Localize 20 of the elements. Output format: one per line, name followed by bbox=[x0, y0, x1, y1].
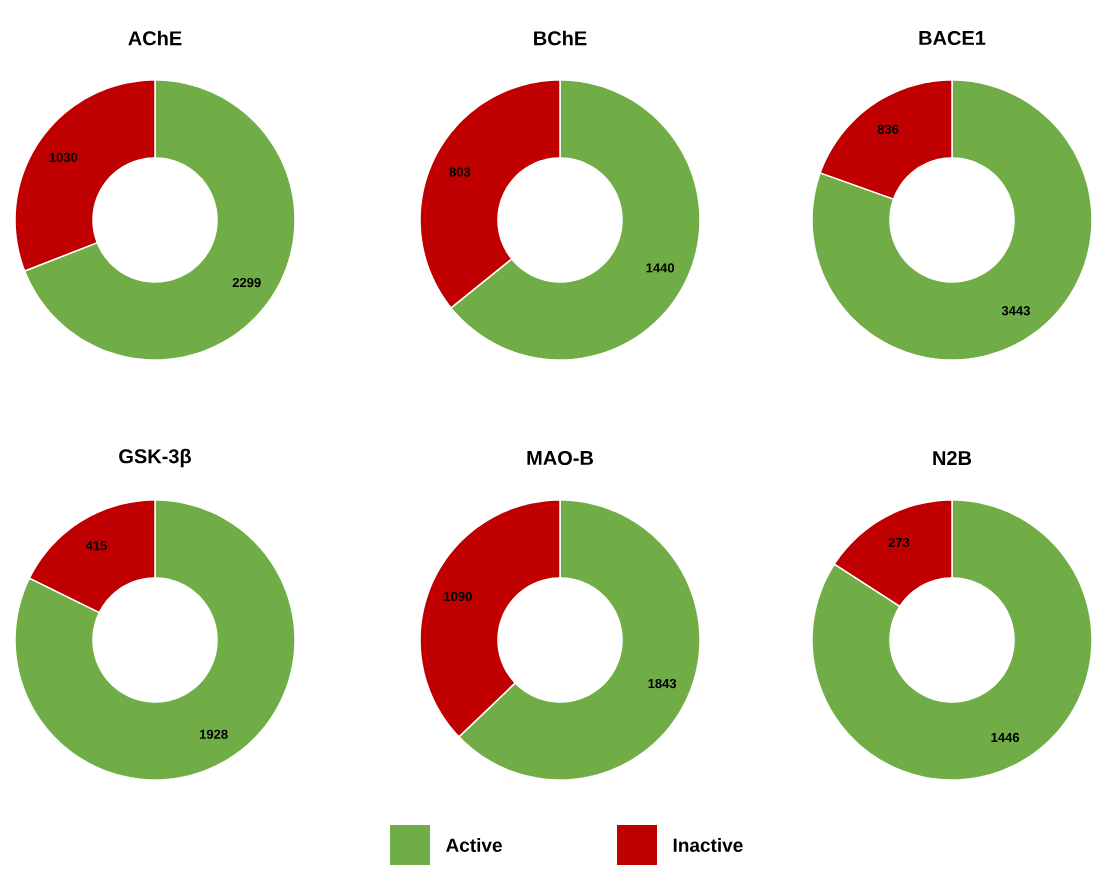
data-label: 1090 bbox=[444, 591, 472, 602]
data-label: 1928 bbox=[199, 729, 228, 739]
legend-label: Active bbox=[446, 838, 502, 852]
chart-title: BChE bbox=[534, 30, 587, 46]
data-label: 415 bbox=[85, 541, 107, 551]
chart-title: GSK-3β bbox=[119, 448, 191, 468]
chart-title: AChE bbox=[128, 30, 182, 46]
chart-title: N2B bbox=[933, 451, 972, 465]
data-label: 1446 bbox=[991, 732, 1020, 743]
data-label: 3443 bbox=[1001, 306, 1030, 316]
legend-label: Inactive bbox=[673, 838, 743, 852]
data-label: 1440 bbox=[646, 263, 675, 273]
data-label: 1843 bbox=[648, 678, 677, 689]
data-label: 803 bbox=[449, 167, 471, 177]
chart-title: MAO-B bbox=[527, 450, 593, 466]
data-label: 1030 bbox=[49, 152, 78, 163]
data-label: 2299 bbox=[232, 277, 261, 288]
data-label: 836 bbox=[877, 124, 899, 134]
data-label: 273 bbox=[888, 537, 910, 548]
chart-title: BACE1 bbox=[919, 30, 986, 46]
